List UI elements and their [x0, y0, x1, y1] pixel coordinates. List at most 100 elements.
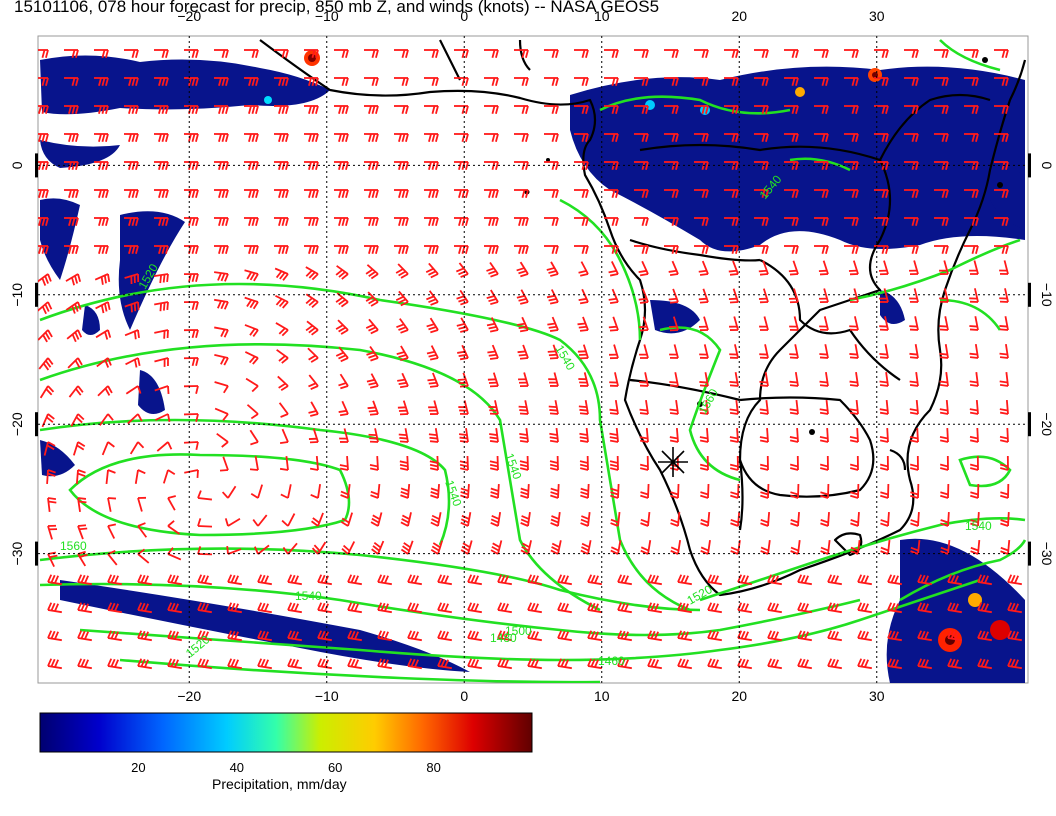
wind-barb	[1000, 511, 1010, 527]
wind-barb	[219, 456, 229, 472]
wind-barb	[47, 658, 62, 670]
wind-barb	[490, 483, 500, 499]
wind-barb	[647, 602, 662, 614]
wind-barb	[407, 630, 422, 642]
wind-barb	[394, 245, 409, 254]
wind-barb	[278, 402, 289, 418]
wind-barb	[767, 658, 782, 670]
wind-barb	[125, 357, 141, 368]
wind-barb	[244, 133, 259, 142]
wind-barb	[578, 288, 589, 305]
wind-barb	[977, 602, 992, 614]
wind-barb	[737, 574, 752, 586]
wind-barb	[317, 630, 332, 642]
wind-barb	[137, 658, 152, 670]
wind-barb	[167, 520, 181, 535]
lon-tick-label-bottom: 0	[460, 688, 468, 704]
wind-barb	[184, 77, 199, 86]
wind-barb	[964, 49, 979, 58]
wind-barb	[484, 133, 499, 142]
wind-barb	[999, 427, 1009, 443]
wind-barb	[340, 512, 354, 527]
wind-barb	[699, 400, 709, 415]
wind-barb	[789, 316, 799, 331]
wind-barb	[249, 456, 259, 471]
wind-barb	[377, 630, 392, 642]
wind-barb	[939, 288, 949, 303]
wind-barb	[97, 385, 113, 397]
wind-barb	[758, 260, 769, 276]
wind-barb	[154, 357, 169, 367]
wind-barb	[370, 483, 381, 499]
wind-barb	[107, 523, 117, 539]
wind-barb	[64, 217, 79, 226]
svg-text:1560: 1560	[60, 539, 87, 553]
wind-barb	[340, 483, 351, 499]
svg-text:1540: 1540	[295, 589, 322, 603]
wind-barb	[428, 428, 439, 443]
wind-barb	[197, 518, 213, 528]
wind-barb	[364, 105, 379, 114]
wind-barb	[1000, 483, 1010, 499]
wind-barb	[904, 105, 919, 114]
wind-barb	[819, 344, 829, 359]
wind-barb	[994, 217, 1009, 226]
wind-barb	[304, 49, 319, 58]
wind-barb	[574, 133, 589, 142]
wind-barb	[850, 483, 860, 499]
wind-barb	[844, 105, 859, 114]
wind-barb	[947, 602, 962, 614]
wind-barb	[827, 574, 842, 586]
wind-barb	[304, 217, 319, 226]
wind-barb	[879, 372, 889, 387]
lon-tick-label-bottom: −20	[177, 688, 201, 704]
wind-barb	[497, 602, 512, 614]
wind-barb	[65, 273, 82, 286]
wind-barb	[754, 105, 769, 114]
wind-barb	[608, 288, 619, 305]
wind-barb	[396, 345, 409, 361]
wind-barb	[909, 372, 919, 387]
wind-barb	[850, 539, 861, 555]
wind-barb	[47, 630, 62, 642]
wind-barb	[550, 483, 560, 499]
wind-barb	[587, 630, 602, 642]
wind-barb	[244, 269, 259, 282]
wind-barb	[304, 77, 319, 86]
wind-barb	[407, 658, 422, 670]
wind-barb	[694, 189, 709, 198]
wind-barb	[879, 399, 889, 415]
wind-barb	[669, 372, 679, 387]
wind-barb	[934, 189, 949, 198]
wind-barb	[257, 574, 272, 586]
wind-barb	[244, 351, 259, 365]
wind-barb	[874, 133, 889, 142]
wind-barb	[664, 133, 679, 142]
wind-barb	[574, 217, 589, 226]
wind-barb	[520, 483, 530, 499]
wind-barb	[38, 133, 49, 142]
wind-barb	[124, 77, 139, 86]
wind-barb	[514, 133, 529, 142]
wind-barb	[424, 133, 439, 142]
wind-barb	[101, 441, 115, 456]
wind-barb	[427, 372, 439, 388]
wind-barb	[608, 316, 619, 332]
wind-barb	[107, 658, 122, 670]
wind-barb	[274, 105, 289, 114]
wind-barb	[484, 49, 499, 58]
wind-barb	[999, 399, 1009, 415]
wind-barb	[257, 630, 272, 642]
wind-barb	[724, 245, 739, 254]
wind-barb	[707, 574, 722, 586]
wind-barb	[347, 574, 362, 586]
wind-barb	[754, 49, 769, 58]
wind-barb	[514, 245, 529, 254]
wind-barb	[904, 217, 919, 226]
wind-barb	[514, 105, 529, 114]
wind-barb	[527, 630, 542, 642]
wind-barb	[814, 245, 829, 254]
wind-barb	[38, 217, 49, 226]
wind-barb	[544, 245, 559, 254]
wind-barb	[970, 483, 980, 499]
